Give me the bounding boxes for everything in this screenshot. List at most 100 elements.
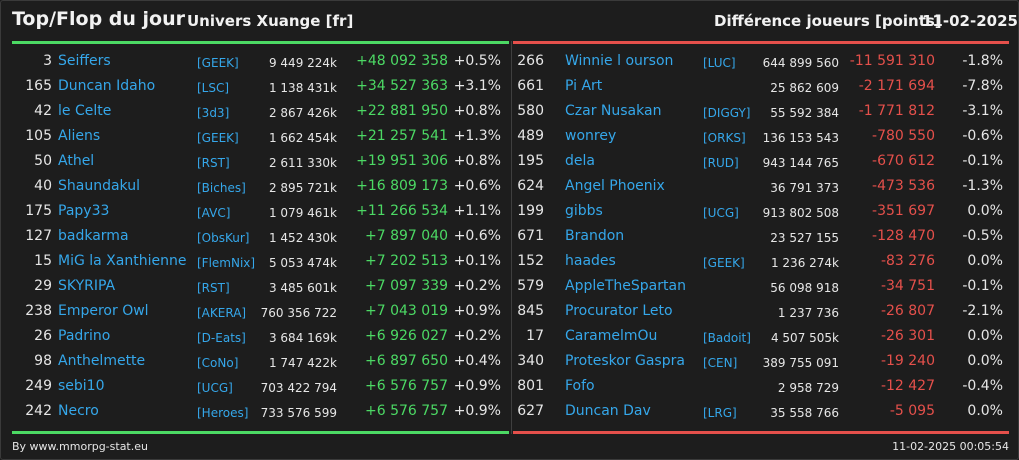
points-difference: -12 427	[880, 378, 935, 394]
alliance-tag-link[interactable]: [Badoit]	[703, 331, 751, 345]
player-rank: 42	[34, 103, 52, 119]
alliance-tag-link[interactable]: [CoNo]	[197, 356, 239, 370]
alliance-tag-link[interactable]: [LSC]	[197, 81, 230, 95]
player-name-link[interactable]: sebi10	[58, 378, 105, 394]
player-points: 2 611 330k	[268, 156, 337, 170]
player-points: 3 684 169k	[268, 331, 337, 345]
alliance-tag-link[interactable]: [Biches]	[197, 181, 246, 195]
player-name-link[interactable]: Shaundakul	[58, 178, 140, 194]
player-name-link[interactable]: Aliens	[58, 128, 101, 144]
top-accent-bar	[12, 41, 509, 44]
universe-label: Univers Xuange [fr]	[187, 12, 354, 30]
player-name-link[interactable]: Fofo	[565, 378, 595, 394]
alliance-tag-link[interactable]: [ORKS]	[703, 131, 746, 145]
player-row: 249 sebi10 [UCG] 703 422 794 +6 576 757 +0.9%	[12, 374, 509, 399]
percent-change: +0.1%	[453, 253, 501, 269]
percent-change: +0.4%	[453, 353, 501, 369]
player-rank: 195	[517, 153, 544, 169]
player-row: 580 Czar Nusakan [DIGGY] 55 592 384 -1 771 8…	[513, 99, 1009, 124]
player-row: 175 Papy33 [AVC] 1 079 461k +11 266 534 +1.1%	[12, 199, 509, 224]
player-name-link[interactable]: Papy33	[58, 203, 110, 219]
player-name-link[interactable]: Pi Art	[565, 78, 603, 94]
player-name-link[interactable]: Duncan Dav	[565, 403, 651, 419]
player-points: 1 138 431k	[268, 81, 337, 95]
player-points: 760 356 722	[260, 306, 337, 320]
footer-timestamp: 11-02-2025 00:05:54	[892, 440, 1009, 453]
alliance-tag-link[interactable]: [GEEK]	[703, 256, 745, 270]
alliance-tag-link[interactable]: [CEN]	[703, 356, 738, 370]
player-row: 3 Seiffers [GEEK] 9 449 224k +48 092 358 +0.5…	[12, 49, 509, 74]
player-points: 2 867 426k	[268, 106, 337, 120]
player-row: 238 Emperor Owl [AKERA] 760 356 722 +7 043 0…	[12, 299, 509, 324]
alliance-tag-link[interactable]: [Heroes]	[197, 406, 249, 420]
player-points: 55 592 384	[770, 106, 839, 120]
player-name-link[interactable]: Seiffers	[58, 53, 111, 69]
player-name-link[interactable]: wonrey	[565, 128, 617, 144]
percent-change: 0.0%	[967, 328, 1003, 344]
page-title: Top/Flop du jour	[12, 8, 185, 30]
player-name-link[interactable]: badkarma	[58, 228, 129, 244]
alliance-tag-link[interactable]: [RUD]	[703, 156, 739, 170]
player-rank: 801	[517, 378, 544, 394]
player-name-link[interactable]: Czar Nusakan	[565, 103, 662, 119]
percent-change: +3.1%	[453, 78, 501, 94]
alliance-tag-link[interactable]: [AKERA]	[197, 306, 247, 320]
alliance-tag-link[interactable]: [LUC]	[703, 56, 736, 70]
player-name-link[interactable]: gibbs	[565, 203, 603, 219]
points-difference: +11 266 534	[356, 203, 448, 219]
player-name-link[interactable]: dela	[565, 153, 595, 169]
player-name-link[interactable]: Proteskor Gaspra	[565, 353, 685, 369]
player-name-link[interactable]: Emperor Owl	[58, 303, 149, 319]
percent-change: -2.1%	[962, 303, 1003, 319]
alliance-tag-link[interactable]: [D-Eats]	[197, 331, 246, 345]
player-name-link[interactable]: haades	[565, 253, 616, 269]
player-row: 152 haades [GEEK] 1 236 274k -83 276 0.0%	[513, 249, 1009, 274]
alliance-tag-link[interactable]: [3d3]	[197, 106, 230, 120]
header-date: 11-02-2025	[922, 12, 1018, 30]
percent-change: +0.8%	[453, 153, 501, 169]
alliance-tag-link[interactable]: [ObsKur]	[197, 231, 250, 245]
player-name-link[interactable]: Padrino	[58, 328, 111, 344]
alliance-tag-link[interactable]: [FlemNix]	[197, 256, 256, 270]
alliance-tag-link[interactable]: [AVC]	[197, 206, 231, 220]
player-points: 2 895 721k	[268, 181, 337, 195]
player-name-link[interactable]: AppleTheSpartan	[565, 278, 686, 294]
alliance-tag-link[interactable]: [LRG]	[703, 406, 737, 420]
points-difference: -83 276	[880, 253, 935, 269]
player-rank: 105	[25, 128, 52, 144]
player-name-link[interactable]: Anthelmette	[58, 353, 146, 369]
player-name-link[interactable]: Winnie l ourson	[565, 53, 674, 69]
percent-change: 0.0%	[967, 253, 1003, 269]
player-name-link[interactable]: CaramelmOu	[565, 328, 658, 344]
percent-change: -1.3%	[962, 178, 1003, 194]
percent-change: -0.5%	[962, 228, 1003, 244]
percent-change: +0.2%	[453, 278, 501, 294]
player-name-link[interactable]: MiG la Xanthienne	[58, 253, 187, 269]
alliance-tag-link[interactable]: [RST]	[197, 281, 230, 295]
percent-change: +0.9%	[453, 378, 501, 394]
alliance-tag-link[interactable]: [UCG]	[197, 381, 233, 395]
player-name-link[interactable]: le Celte	[58, 103, 112, 119]
player-name-link[interactable]: Duncan Idaho	[58, 78, 156, 94]
player-name-link[interactable]: SKYRIPA	[58, 278, 116, 294]
alliance-tag-link[interactable]: [DIGGY]	[703, 106, 751, 120]
alliance-tag-link[interactable]: [GEEK]	[197, 56, 239, 70]
player-name-link[interactable]: Brandon	[565, 228, 625, 244]
alliance-tag-link[interactable]: [GEEK]	[197, 131, 239, 145]
player-name-link[interactable]: Procurator Leto	[565, 303, 673, 319]
player-rank: 15	[34, 253, 52, 269]
player-points: 56 098 918	[770, 281, 839, 295]
alliance-tag-link[interactable]: [UCG]	[703, 206, 739, 220]
player-rank: 29	[34, 278, 52, 294]
percent-change: -0.1%	[962, 278, 1003, 294]
player-row: 579 AppleTheSpartan 56 098 918 -34 751 -0.1%	[513, 274, 1009, 299]
player-name-link[interactable]: Athel	[58, 153, 95, 169]
player-name-link[interactable]: Necro	[58, 403, 99, 419]
alliance-tag-link[interactable]: [RST]	[197, 156, 230, 170]
points-difference: +34 527 363	[356, 78, 448, 94]
player-points: 1 236 274k	[770, 256, 839, 270]
player-points: 1 747 422k	[268, 356, 337, 370]
top-losers-list: 266 Winnie l ourson [LUC] 644 899 560 -11 59…	[513, 49, 1009, 424]
player-row: 199 gibbs [UCG] 913 802 508 -351 697 0.0%	[513, 199, 1009, 224]
player-name-link[interactable]: Angel Phoenix	[565, 178, 665, 194]
